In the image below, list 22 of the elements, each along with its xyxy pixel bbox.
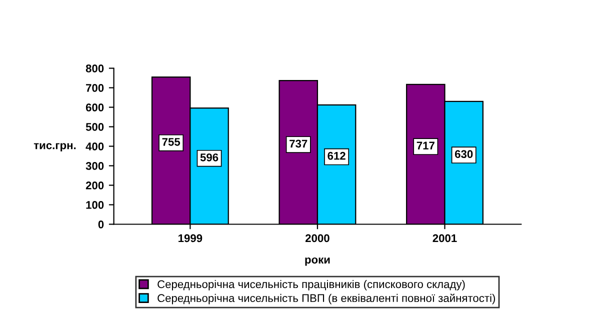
x-axis-title: роки: [305, 258, 330, 266]
data-label: 755: [162, 138, 180, 146]
legend-label: Середньорічна чисельність ПВП (в еквіваленті повної зайнятості): [158, 294, 495, 304]
data-label: 737: [290, 140, 308, 148]
data-label: 612: [328, 152, 346, 160]
y-tick-label: 0: [98, 220, 104, 228]
y-tick-label: 300: [86, 162, 104, 170]
data-label: 717: [416, 142, 434, 150]
data-label: 596: [200, 153, 218, 162]
y-tick-label: 100: [86, 201, 104, 209]
y-tick-label: 700: [86, 84, 104, 92]
data-label: 630: [454, 150, 473, 158]
y-tick-label: 800: [86, 64, 104, 72]
y-tick-label: 200: [86, 182, 104, 190]
legend-label: Середньорічна чисельність працівників (спискового складу): [158, 280, 465, 290]
y-tick-label: 500: [86, 123, 104, 131]
x-tick-label: 2000: [306, 234, 330, 242]
y-tick-label: 600: [86, 104, 104, 112]
y-tick-label: 400: [86, 142, 104, 150]
y-axis-title: тис.грн.: [34, 143, 76, 152]
x-tick-label: 2001: [432, 234, 457, 242]
x-tick-label: 1999: [178, 234, 202, 242]
